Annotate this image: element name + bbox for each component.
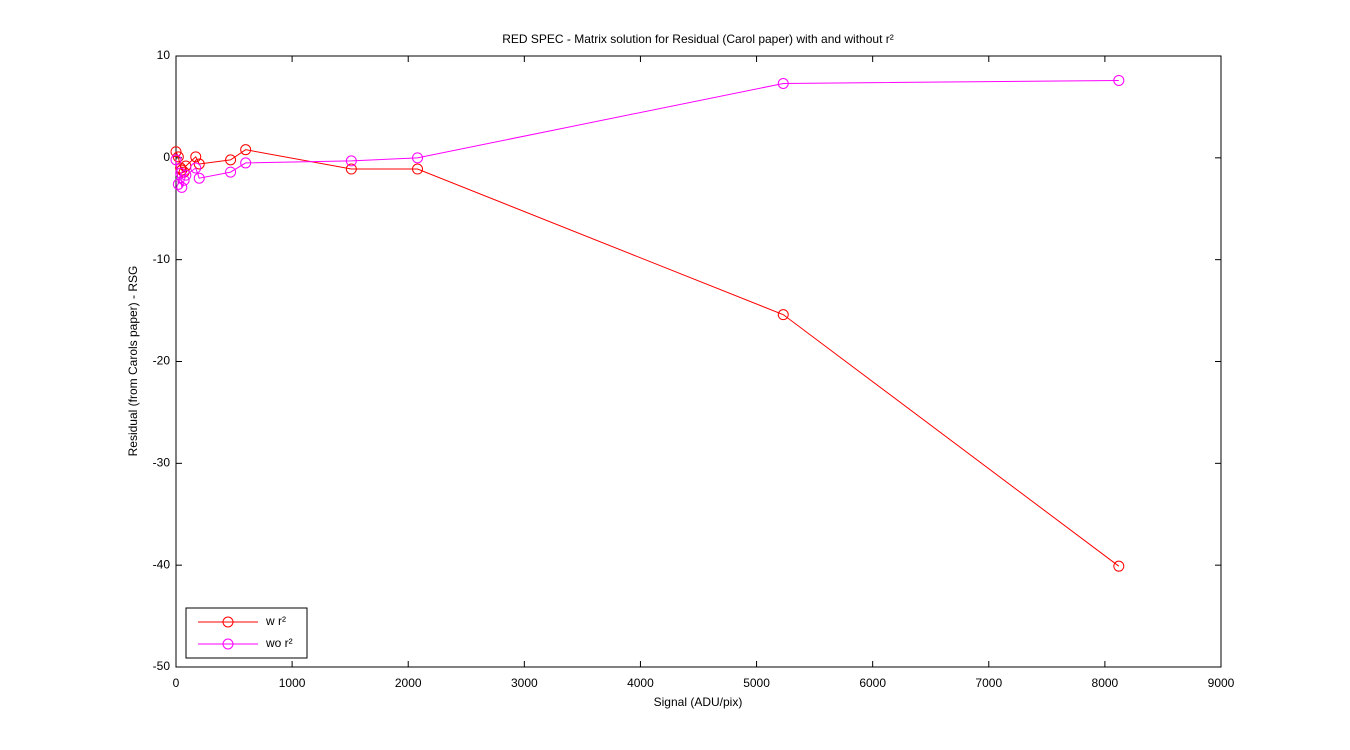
data-point [777,309,789,321]
x-tick-label: 2000 [395,676,422,690]
data-point [412,152,424,164]
data-point [172,178,184,190]
legend-marker [222,616,234,628]
data-point [178,174,190,186]
data-point [1113,560,1125,572]
x-tick-label: 6000 [859,676,886,690]
data-point [176,181,188,193]
x-tick-label: 4000 [627,676,654,690]
data-point [345,163,357,175]
data-point [193,172,205,184]
y-tick-label: 0 [163,150,170,164]
y-tick-label: -40 [153,557,171,571]
y-tick-label: -50 [153,659,171,673]
data-point [1113,74,1125,86]
x-axis-label: Signal (ADU/pix) [654,695,743,709]
y-tick-label: -10 [153,252,171,266]
data-point [193,158,205,170]
data-point [225,154,237,166]
y-tick-label: -30 [153,456,171,470]
data-point [190,151,202,163]
data-point [175,162,187,174]
data-point [777,77,789,89]
data-point [172,151,184,163]
x-tick-label: 9000 [1208,676,1235,690]
data-point [412,163,424,175]
data-point [240,157,252,169]
legend-label: wo r² [265,636,293,650]
data-point [190,162,202,174]
data-point [180,169,192,181]
chart-title: RED SPEC - Matrix solution for Residual … [502,32,893,46]
x-tick-label: 5000 [743,676,770,690]
x-tick-label: 3000 [511,676,538,690]
x-tick-label: 7000 [975,676,1002,690]
data-point [345,155,357,167]
data-point [170,146,182,158]
data-point [170,154,182,166]
data-point [225,166,237,178]
y-tick-label: 10 [157,48,171,62]
legend-box [185,607,308,659]
x-tick-label: 8000 [1092,676,1119,690]
data-point [240,144,252,156]
legend-label: w r² [265,614,286,628]
x-tick-label: 0 [173,676,180,690]
legend-marker [222,638,234,650]
y-tick-label: -20 [153,354,171,368]
x-tick-label: 1000 [279,676,306,690]
data-point [175,167,187,179]
y-axis-label: Residual (from Carols paper) - RSG [126,266,140,457]
